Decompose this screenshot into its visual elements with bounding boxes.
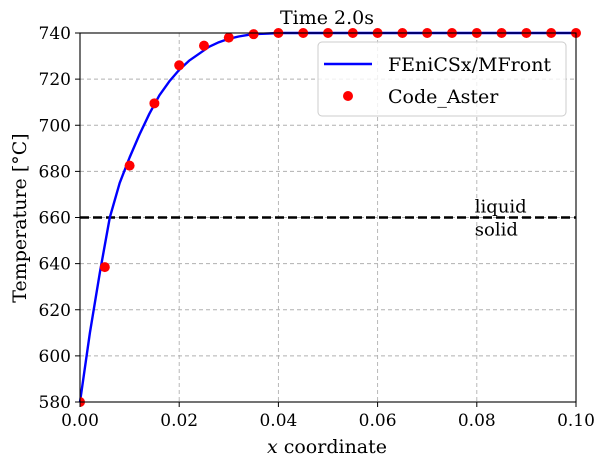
legend-label-fenicsx: FEniCSx/MFront [388,54,551,76]
y-tick-label: 600 [39,347,71,367]
x-tick-label: 0.04 [259,411,297,431]
x-axis-label: x coordinate [267,436,387,458]
y-tick-label: 680 [39,162,71,182]
legend-label-code-aster: Code_Aster [388,86,499,108]
x-tick-label: 0.08 [458,411,496,431]
data-point-code-aster [174,60,185,71]
x-tick-label: 0.10 [557,411,595,431]
series-layer [78,28,581,407]
legend: FEniCSx/MFront Code_Aster [317,41,567,117]
y-tick-label: 660 [39,209,71,229]
x-tick-label: 0.00 [61,411,99,431]
x-axis-label-var: x [267,436,278,458]
y-axis-label: Temperature [°C] [9,133,31,302]
legend-marker-swatch [343,91,353,101]
x-axis-label-rest: coordinate [278,436,387,458]
chart-title: Time 2.0s [280,7,374,29]
x-tick-label: 0.06 [359,411,397,431]
legend-box [317,41,567,117]
y-tick-label: 740 [39,24,71,44]
y-tick-label: 640 [39,255,71,275]
y-tick-label: 720 [39,70,71,90]
y-tick-label: 620 [39,301,71,321]
data-point-code-aster [223,32,234,43]
y-tick-label: 580 [39,393,71,413]
data-point-code-aster [199,40,209,51]
x-tick-label: 0.02 [160,411,198,431]
annotation-solid: solid [475,220,518,241]
data-point-code-aster [124,160,135,171]
annotation-liquid: liquid [475,197,527,218]
data-point-code-aster [99,262,110,273]
data-point-code-aster [248,29,259,40]
x-ticks: 0.00 0.02 0.04 0.06 0.08 0.10 [61,402,595,431]
y-tick-label: 700 [39,116,71,136]
data-point-code-aster [149,98,160,109]
y-ticks: 580 600 620 640 660 680 700 720 740 [39,24,80,413]
